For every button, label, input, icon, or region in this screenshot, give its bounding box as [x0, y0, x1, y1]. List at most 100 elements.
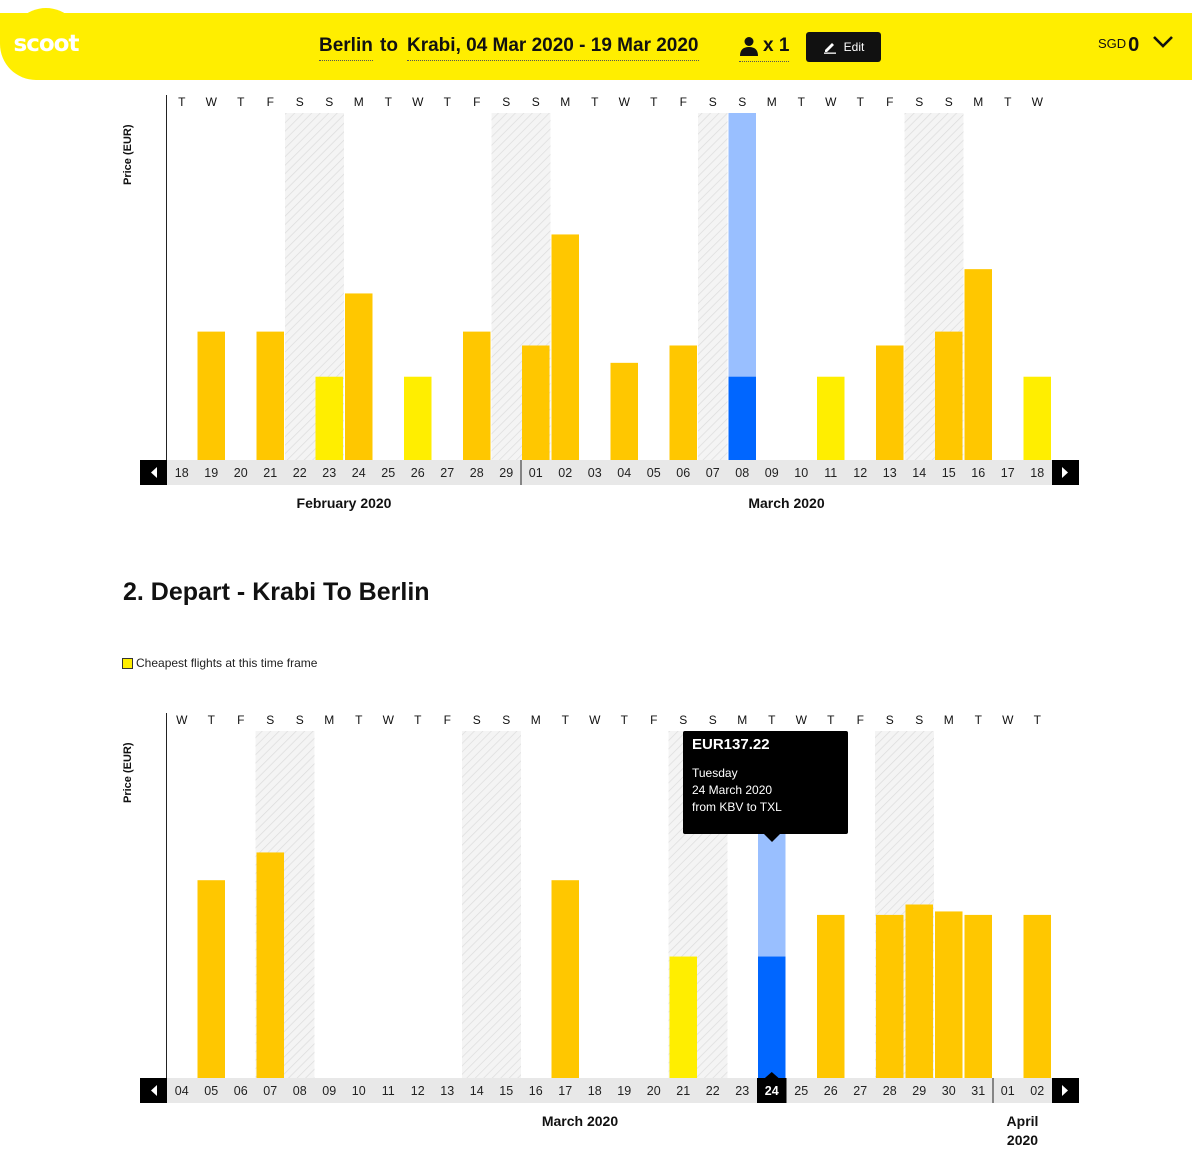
date-label[interactable]: 05: [204, 1084, 218, 1098]
price-bar[interactable]: [345, 293, 373, 460]
date-label[interactable]: 24: [765, 1084, 779, 1098]
date-label[interactable]: 14: [912, 466, 926, 480]
date-label[interactable]: 22: [293, 466, 307, 480]
date-label[interactable]: 29: [499, 466, 513, 480]
date-label[interactable]: 05: [647, 466, 661, 480]
selected-price-bar[interactable]: [758, 956, 786, 1078]
prev-dates-button[interactable]: [140, 460, 167, 485]
date-label[interactable]: 20: [234, 466, 248, 480]
price-bar[interactable]: [876, 914, 904, 1078]
date-label[interactable]: 02: [558, 466, 572, 480]
price-bar[interactable]: [876, 345, 904, 460]
price-bar[interactable]: [551, 234, 580, 460]
price-bar[interactable]: [197, 331, 226, 460]
edit-search-button[interactable]: Edit: [806, 32, 881, 62]
date-label[interactable]: 19: [617, 1084, 631, 1098]
date-label[interactable]: 10: [794, 466, 808, 480]
next-dates-button[interactable]: [1052, 1078, 1079, 1103]
date-label[interactable]: 18: [588, 1084, 602, 1098]
date-label[interactable]: 19: [204, 466, 218, 480]
origin-city[interactable]: Berlin: [319, 34, 373, 61]
date-label[interactable]: 07: [263, 1084, 277, 1098]
date-label[interactable]: 07: [706, 466, 720, 480]
date-label[interactable]: 03: [588, 466, 602, 480]
price-bar[interactable]: [905, 904, 934, 1079]
date-label[interactable]: 26: [824, 1084, 838, 1098]
price-bar[interactable]: [463, 331, 491, 460]
passenger-count[interactable]: x 1: [739, 31, 790, 62]
selected-price-bar[interactable]: [728, 376, 757, 460]
date-label[interactable]: 16: [529, 1084, 543, 1098]
price-bar[interactable]: [669, 956, 698, 1078]
price-bar[interactable]: [1023, 914, 1052, 1078]
price-bar[interactable]: [256, 852, 285, 1078]
scoot-logo[interactable]: scoot: [10, 8, 82, 80]
date-label[interactable]: 04: [617, 466, 631, 480]
price-bar[interactable]: [315, 376, 344, 460]
price-bar[interactable]: [817, 914, 845, 1078]
date-label[interactable]: 08: [293, 1084, 307, 1098]
date-label[interactable]: 16: [971, 466, 985, 480]
price-bar[interactable]: [935, 331, 963, 460]
date-label[interactable]: 28: [883, 1084, 897, 1098]
date-label[interactable]: 23: [322, 466, 336, 480]
price-bar[interactable]: [669, 345, 698, 460]
route-dates[interactable]: Krabi, 04 Mar 2020 - 19 Mar 2020: [407, 34, 699, 61]
price-bar[interactable]: [610, 362, 639, 460]
date-label[interactable]: 17: [1001, 466, 1015, 480]
date-label[interactable]: 01: [529, 466, 543, 480]
date-label[interactable]: 20: [647, 1084, 661, 1098]
chevron-down-icon[interactable]: [1152, 34, 1174, 50]
date-label[interactable]: 28: [470, 466, 484, 480]
date-label[interactable]: 21: [676, 1084, 690, 1098]
date-label[interactable]: 11: [824, 466, 837, 480]
date-label[interactable]: 17: [558, 1084, 572, 1098]
date-label[interactable]: 25: [381, 466, 395, 480]
date-label[interactable]: 26: [411, 466, 425, 480]
price-bar[interactable]: [935, 911, 963, 1078]
date-label[interactable]: 27: [853, 1084, 867, 1098]
date-label[interactable]: 31: [971, 1084, 985, 1098]
selected-date-cell[interactable]: [757, 1078, 787, 1103]
date-label[interactable]: 11: [382, 1084, 395, 1098]
date-label[interactable]: 08: [735, 466, 749, 480]
price-bar[interactable]: [817, 376, 845, 460]
date-label[interactable]: 09: [322, 1084, 336, 1098]
date-label[interactable]: 25: [794, 1084, 808, 1098]
date-label[interactable]: 09: [765, 466, 779, 480]
price-bar[interactable]: [1023, 376, 1052, 460]
date-label[interactable]: 06: [676, 466, 690, 480]
selected-date-cell[interactable]: [727, 460, 758, 485]
date-label[interactable]: 06: [234, 1084, 248, 1098]
weekday-label: M: [354, 95, 364, 109]
price-bar[interactable]: [551, 880, 580, 1078]
date-label[interactable]: 14: [470, 1084, 484, 1098]
next-dates-button[interactable]: [1052, 460, 1079, 485]
date-label[interactable]: 10: [352, 1084, 366, 1098]
price-bar[interactable]: [964, 269, 993, 460]
prev-dates-button[interactable]: [140, 1078, 167, 1103]
date-label[interactable]: 22: [706, 1084, 720, 1098]
price-bar[interactable]: [964, 914, 993, 1078]
date-label[interactable]: 29: [912, 1084, 926, 1098]
date-label[interactable]: 24: [352, 466, 366, 480]
price-bar[interactable]: [256, 331, 285, 460]
price-bar[interactable]: [522, 345, 550, 460]
date-label[interactable]: 12: [853, 466, 867, 480]
price-bar[interactable]: [197, 880, 226, 1078]
date-label[interactable]: 02: [1030, 1084, 1044, 1098]
date-label[interactable]: 21: [263, 466, 277, 480]
date-label[interactable]: 30: [942, 1084, 956, 1098]
date-label[interactable]: 23: [735, 1084, 749, 1098]
date-label[interactable]: 15: [942, 466, 956, 480]
date-label[interactable]: 27: [440, 466, 454, 480]
date-label[interactable]: 04: [175, 1084, 189, 1098]
date-label[interactable]: 01: [1001, 1084, 1015, 1098]
date-label[interactable]: 12: [411, 1084, 425, 1098]
date-label[interactable]: 15: [499, 1084, 513, 1098]
date-label[interactable]: 18: [1030, 466, 1044, 480]
date-label[interactable]: 13: [440, 1084, 454, 1098]
date-label[interactable]: 13: [883, 466, 897, 480]
price-bar[interactable]: [404, 376, 432, 460]
date-label[interactable]: 18: [175, 466, 189, 480]
